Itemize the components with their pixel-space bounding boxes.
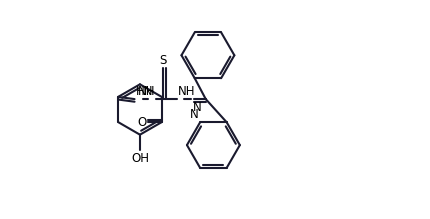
- Text: N: N: [192, 101, 201, 114]
- Text: O: O: [137, 116, 146, 129]
- Text: S: S: [159, 54, 166, 67]
- Text: NH: NH: [138, 85, 155, 98]
- Text: OH: OH: [131, 152, 149, 165]
- Text: N: N: [190, 108, 199, 121]
- Text: NH: NH: [178, 85, 195, 98]
- Text: HN: HN: [135, 85, 153, 98]
